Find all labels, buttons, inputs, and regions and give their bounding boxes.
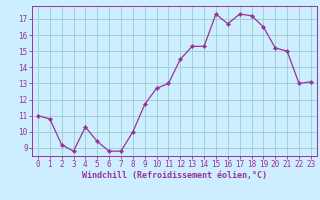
X-axis label: Windchill (Refroidissement éolien,°C): Windchill (Refroidissement éolien,°C): [82, 171, 267, 180]
